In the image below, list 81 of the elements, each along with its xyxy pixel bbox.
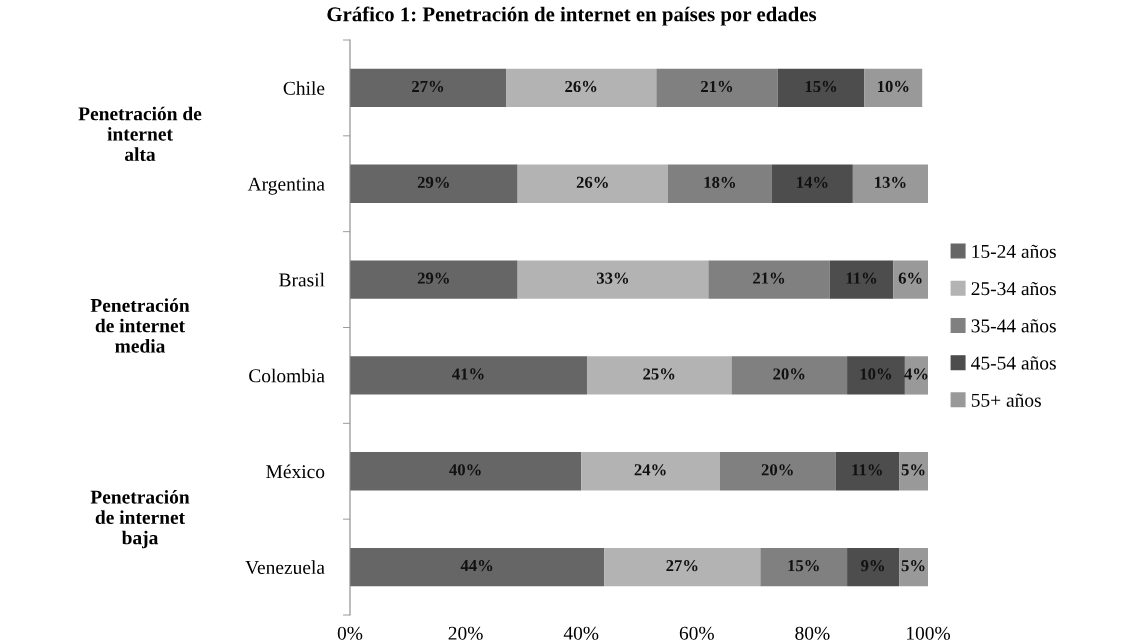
bar — [731, 356, 848, 395]
bar — [350, 164, 518, 203]
data-label: 11% — [846, 272, 877, 284]
data-label: 26% — [576, 176, 608, 188]
bar — [760, 547, 848, 587]
y-tick-label: Argentina — [247, 177, 325, 195]
bar — [829, 260, 894, 299]
bar — [350, 452, 582, 491]
bar — [847, 547, 900, 587]
bar — [893, 260, 928, 299]
data-label: 29% — [417, 272, 449, 284]
bar — [719, 452, 836, 491]
x-tick-label: 80% — [795, 626, 830, 640]
bar — [771, 164, 853, 203]
y-tick-label: Colombia — [249, 368, 325, 383]
data-label: 18% — [704, 176, 736, 188]
data-label: 44% — [460, 560, 493, 572]
legend-label: 55+ años — [971, 393, 1041, 407]
bar — [604, 547, 761, 587]
data-label: 26% — [565, 80, 597, 93]
y-tick-label: Brasil — [279, 272, 325, 287]
data-label: 21% — [701, 80, 733, 93]
bar — [350, 260, 518, 299]
data-label: 27% — [412, 80, 444, 93]
bar — [656, 68, 778, 108]
bar — [847, 356, 905, 395]
x-tick-label: 100% — [907, 626, 951, 640]
data-label: 33% — [596, 272, 629, 284]
data-label: 10% — [860, 368, 892, 380]
data-label: 20% — [773, 368, 805, 380]
bar — [899, 452, 928, 491]
x-tick-label: 20% — [448, 626, 483, 640]
legend-label: 25-34 años — [971, 281, 1056, 296]
bar — [517, 260, 709, 299]
data-label: 6% — [898, 272, 922, 284]
bar — [350, 356, 587, 395]
data-label: 4% — [904, 368, 928, 380]
legend-label: 45-54 años — [971, 356, 1056, 370]
data-label: 27% — [666, 560, 698, 572]
data-label: 29% — [417, 176, 449, 188]
bar — [777, 68, 865, 108]
data-label: 5% — [901, 560, 925, 572]
chart-title: Gráfico 1: Penetración de internet en países por edades — [327, 6, 817, 26]
bar — [667, 164, 772, 203]
data-label: 20% — [761, 464, 793, 476]
data-label: 25% — [643, 368, 675, 380]
legend-label: 15-24 años — [972, 244, 1056, 259]
bar — [899, 547, 928, 587]
bar — [350, 68, 507, 108]
text: Penetración de internet alta — [78, 106, 202, 162]
data-label: 15% — [788, 560, 819, 572]
data-label: 15% — [805, 80, 837, 93]
legend-label: 35-44 años — [971, 319, 1056, 333]
text: Penetración de internet media — [90, 298, 190, 353]
y-tick-label: México — [266, 464, 325, 479]
bar — [581, 452, 720, 491]
bar — [506, 68, 657, 108]
data-label: 10% — [877, 80, 909, 93]
data-label: 5% — [901, 464, 925, 476]
y-tick-label: Venezuela — [245, 560, 325, 575]
data-label: 13% — [875, 176, 906, 188]
data-label: 41% — [452, 368, 484, 380]
bar — [904, 356, 928, 395]
text: Penetración de internet baja — [90, 490, 190, 549]
data-label: 9% — [861, 560, 885, 572]
bar — [708, 260, 830, 299]
y-tick-label: Chile — [283, 81, 325, 95]
x-tick-label: 60% — [679, 626, 714, 640]
x-tick-label: 40% — [563, 626, 599, 640]
bar — [586, 356, 732, 395]
bar — [864, 68, 923, 108]
data-label: 24% — [634, 464, 666, 476]
data-label: 14% — [797, 176, 828, 188]
bar — [852, 164, 928, 203]
bar — [835, 452, 900, 491]
bar — [517, 164, 668, 203]
data-label: 21% — [753, 272, 785, 284]
bar — [350, 547, 605, 587]
data-label: 40% — [449, 464, 481, 476]
x-tick-label: 0% — [337, 626, 363, 640]
data-label: 11% — [852, 464, 882, 476]
